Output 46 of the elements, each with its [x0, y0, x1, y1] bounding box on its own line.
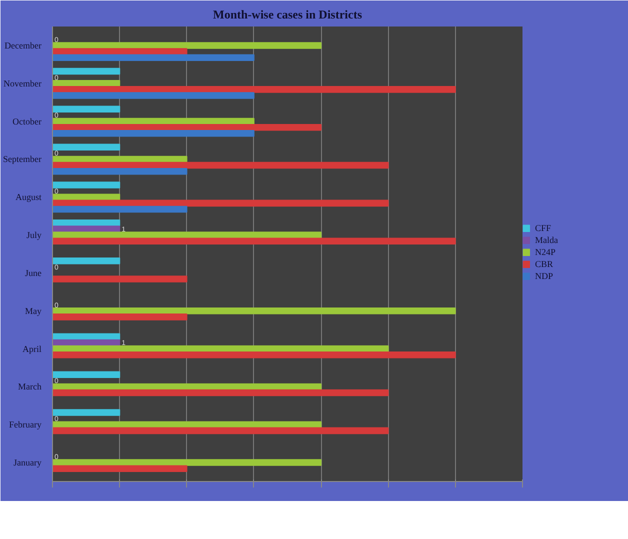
bar: [52, 86, 456, 93]
bar: [52, 409, 120, 416]
legend-label: CBR: [535, 259, 554, 269]
y-tick-label: April: [22, 344, 42, 354]
y-tick-label: September: [3, 154, 42, 164]
bar: [52, 307, 456, 314]
y-tick-label: March: [18, 382, 42, 392]
bar: [52, 194, 120, 201]
bar: [52, 106, 120, 113]
bar: [52, 238, 456, 244]
y-tick-label: January: [14, 458, 42, 468]
chart-title: Month-wise cases in Districts: [213, 8, 362, 22]
bar: [52, 421, 322, 428]
y-tick-label: June: [25, 268, 42, 278]
bar: [52, 182, 120, 188]
bar: [52, 162, 389, 169]
bar: [52, 371, 120, 378]
y-tick-label: December: [4, 40, 42, 50]
y-tick-label: August: [16, 192, 42, 202]
bar: [52, 68, 120, 75]
bar: [52, 459, 322, 466]
bar: [52, 314, 188, 320]
bar: [52, 144, 120, 150]
bar: [52, 257, 120, 264]
bar: [52, 124, 322, 131]
legend-label: N24P: [535, 247, 556, 257]
bar: [52, 206, 188, 213]
y-tick-label: May: [25, 306, 42, 316]
bar: [52, 200, 389, 207]
bar: [52, 54, 254, 61]
y-tick-label: October: [12, 116, 42, 126]
legend-label: NDP: [535, 271, 554, 281]
y-tick-label: July: [26, 230, 42, 240]
bar: [52, 351, 456, 358]
legend-label: CFF: [535, 223, 552, 233]
y-tick-label: November: [4, 78, 42, 88]
bar: [52, 427, 389, 434]
bar: [52, 276, 188, 282]
y-tick-label: February: [9, 420, 42, 430]
bar: [52, 389, 389, 396]
bar: [52, 92, 254, 99]
bar: [52, 465, 188, 472]
legend-label: Malda: [535, 235, 558, 245]
bar: [52, 168, 188, 175]
bar: [52, 130, 254, 137]
bar: [52, 42, 322, 49]
